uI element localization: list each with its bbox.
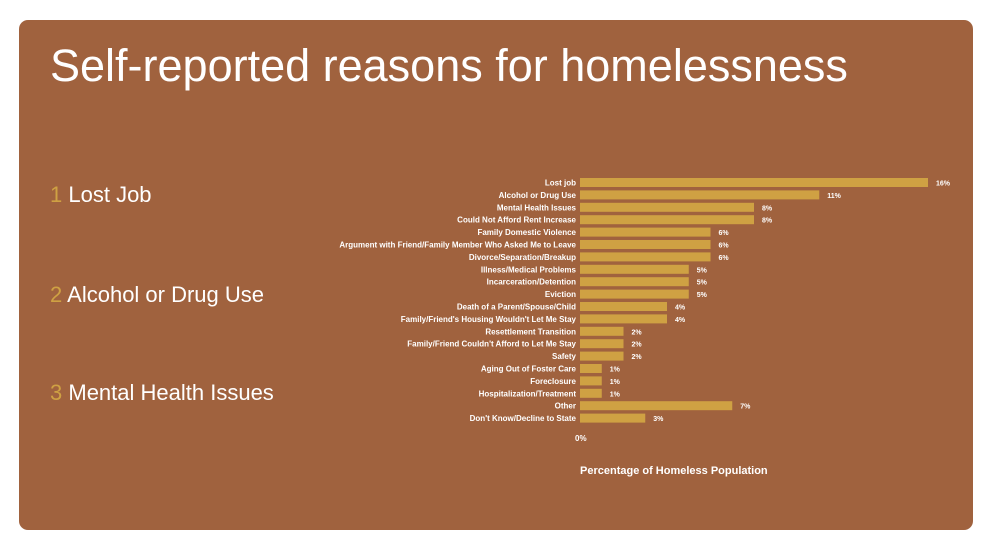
bar-resettlement-transition	[580, 326, 624, 336]
bar-eviction	[580, 289, 689, 299]
bar-argument-with-friend-family-member-who-asked-me-to-leave	[580, 240, 711, 249]
bar-foreclosure	[580, 376, 602, 386]
top-reason-label: Lost Job	[68, 182, 152, 207]
top-reason-1: 1 Lost Job	[50, 182, 152, 208]
bar-incarceration-detention	[580, 277, 689, 287]
x-axis-label: Percentage of Homeless Population	[580, 465, 768, 477]
value-label-could-not-afford-rent-increase: 8%	[762, 218, 773, 225]
bar-alcohol-or-drug-use	[580, 190, 820, 200]
value-label-incarceration-detention: 5%	[697, 280, 708, 287]
category-labels: Lost job Alcohol or Drug Use Mental Health…	[339, 179, 576, 424]
bar-aging-out-of-foster-care	[580, 364, 602, 373]
value-label-argument-with-friend-family-member-who-asked-me-to-leave: 6%	[719, 243, 730, 250]
bar-don-t-know-decline-to-state	[580, 413, 646, 423]
value-label-eviction: 5%	[697, 292, 708, 299]
category-label-safety: Safety	[552, 352, 577, 361]
bar-lost-job	[580, 178, 928, 187]
top-reason-rank: 2	[50, 282, 63, 307]
value-label-illness-medical-problems: 5%	[697, 267, 708, 274]
category-label-death-of-a-parent-spouse-child: Death of a Parent/Spouse/Child	[457, 303, 576, 312]
value-label-don-t-know-decline-to-state: 3%	[653, 416, 664, 423]
value-label-safety: 2%	[632, 354, 643, 361]
bar-safety	[580, 351, 624, 361]
value-label-aging-out-of-foster-care: 1%	[610, 367, 621, 374]
value-label-lost-job: 16%	[936, 181, 951, 188]
bar-family-domestic-violence	[580, 227, 711, 237]
category-label-foreclosure: Foreclosure	[530, 377, 576, 386]
category-label-resettlement-transition: Resettlement Transition	[485, 327, 576, 336]
category-label-family-friend-couldn-t-afford-to-let-me-stay: Family/Friend Couldn't Afford to Let Me …	[407, 340, 576, 349]
bar-could-not-afford-rent-increase	[580, 215, 754, 225]
category-label-other: Other	[555, 402, 576, 411]
bar-illness-medical-problems	[580, 264, 689, 274]
category-label-argument-with-friend-family-member-who-asked-me-to-leave: Argument with Friend/Family Member Who A…	[339, 241, 576, 250]
bar-death-of-a-parent-spouse-child	[580, 302, 667, 311]
bar-divorce-separation-breakup	[580, 252, 711, 262]
category-label-alcohol-or-drug-use: Alcohol or Drug Use	[499, 191, 577, 200]
bar-mental-health-issues	[580, 202, 754, 212]
value-label-family-domestic-violence: 6%	[719, 230, 730, 237]
top-reason-rank: 3	[50, 380, 63, 405]
value-label-family-friend-s-housing-wouldn-t-let-me-stay: 4%	[675, 317, 686, 324]
category-label-mental-health-issues: Mental Health Issues	[497, 203, 577, 212]
category-label-could-not-afford-rent-increase: Could Not Afford Rent Increase	[457, 216, 576, 225]
category-label-don-t-know-decline-to-state: Don't Know/Decline to State	[470, 414, 577, 423]
value-label-mental-health-issues: 8%	[762, 205, 773, 212]
value-label-hospitalization-treatment: 1%	[610, 391, 621, 398]
bar-hospitalization-treatment	[580, 388, 602, 398]
category-label-incarceration-detention: Incarceration/Detention	[487, 278, 576, 287]
category-label-family-friend-s-housing-wouldn-t-let-me-stay: Family/Friend's Housing Wouldn't Let Me …	[401, 315, 577, 324]
value-label-other: 7%	[740, 404, 751, 411]
category-label-hospitalization-treatment: Hospitalization/Treatment	[479, 389, 577, 398]
category-label-divorce-separation-breakup: Divorce/Separation/Breakup	[469, 253, 576, 262]
value-label-foreclosure: 1%	[610, 379, 621, 386]
chart-panel	[19, 20, 973, 530]
bar-family-friend-s-housing-wouldn-t-let-me-stay	[580, 314, 667, 324]
category-label-aging-out-of-foster-care: Aging Out of Foster Care	[481, 365, 577, 374]
value-label-family-friend-couldn-t-afford-to-let-me-stay: 2%	[632, 342, 643, 349]
bars	[580, 178, 928, 423]
value-label-divorce-separation-breakup: 6%	[719, 255, 730, 262]
bar-other	[580, 401, 733, 411]
top-reason-rank: 1	[50, 182, 63, 207]
category-label-lost-job: Lost job	[545, 179, 576, 188]
value-label-resettlement-transition: 2%	[632, 329, 643, 336]
top-reason-2: 2 Alcohol or Drug Use	[50, 282, 264, 308]
value-labels: 16% 11% 8% 8% 6% 6% 6% 5% 5% 5% 4% 4% 2% 2% 2% 1% 1% 1% 7%…	[610, 181, 951, 424]
top-reason-label: Mental Health Issues	[68, 380, 274, 405]
value-label-death-of-a-parent-spouse-child: 4%	[675, 305, 686, 312]
top-reason-label: Alcohol or Drug Use	[67, 282, 265, 307]
value-label-alcohol-or-drug-use: 11%	[827, 193, 841, 200]
category-label-illness-medical-problems: Illness/Medical Problems	[481, 265, 577, 274]
category-label-family-domestic-violence: Family Domestic Violence	[477, 228, 576, 237]
x-tick-label: 0%	[575, 434, 587, 443]
bar-family-friend-couldn-t-afford-to-let-me-stay	[580, 339, 624, 349]
top-reason-3: 3 Mental Health Issues	[50, 380, 274, 406]
category-label-eviction: Eviction	[545, 290, 576, 299]
page-title: Self-reported reasons for homelessness	[50, 40, 848, 91]
